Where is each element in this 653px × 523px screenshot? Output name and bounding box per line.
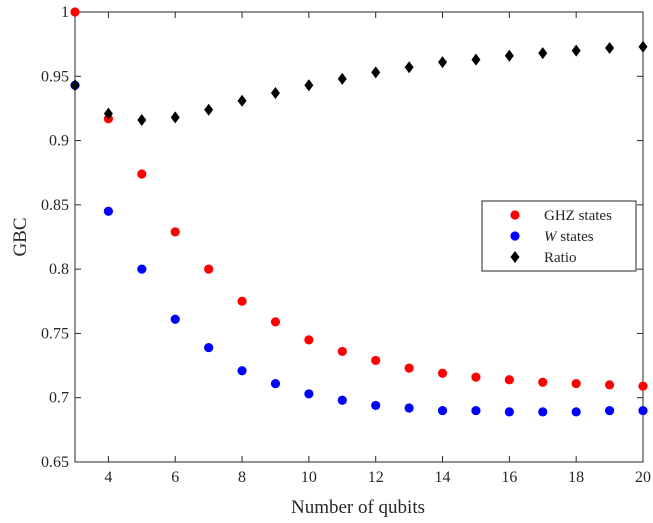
data-point [504, 49, 514, 62]
data-point [638, 381, 648, 391]
data-point [571, 44, 581, 57]
data-point [471, 53, 481, 66]
y-tick-labels: 0.65 0.7 0.75 0.8 0.85 0.9 0.95 1 [41, 4, 69, 471]
data-point [404, 403, 414, 413]
x-tick-label: 16 [501, 469, 517, 486]
legend-label-text: states [557, 229, 594, 245]
data-point [538, 47, 548, 60]
data-point [237, 366, 247, 376]
legend-label: GHZ states [544, 208, 612, 224]
data-point [204, 264, 214, 274]
data-point [404, 363, 414, 373]
plot-area-border [74, 11, 644, 463]
legend-label-text: Ratio [544, 250, 577, 266]
data-point [471, 405, 481, 416]
legend-box [481, 200, 637, 272]
data-point [571, 378, 581, 389]
y-tick-label: 0.65 [41, 454, 69, 471]
series-1 [70, 80, 648, 417]
series-0 [70, 7, 648, 391]
y-tick-label: 0.75 [41, 325, 69, 342]
x-tick-label: 4 [104, 469, 112, 486]
y-tick-label: 0.7 [49, 390, 69, 407]
data-point [137, 114, 147, 126]
x-tick-label: 6 [171, 469, 179, 486]
data-point [437, 368, 448, 378]
data-point [304, 389, 314, 399]
axis-ticks [75, 11, 644, 463]
x-tick-label: 10 [301, 469, 317, 486]
data-point [304, 79, 314, 92]
data-point [170, 227, 180, 237]
data-point [437, 405, 448, 416]
data-point [504, 407, 514, 417]
legend-marker [510, 210, 520, 220]
data-point [538, 377, 548, 387]
legend-label: Ratio [544, 250, 577, 266]
data-point [70, 7, 80, 17]
data-markers [70, 7, 648, 417]
y-tick-label: 0.95 [41, 68, 69, 85]
legend-label-italic: W [544, 229, 558, 245]
data-point [471, 372, 481, 382]
x-tick-label: 12 [368, 469, 384, 486]
x-tick-label: 14 [435, 469, 451, 486]
x-tick-label: 20 [635, 469, 651, 486]
data-point [605, 42, 615, 54]
data-point [103, 206, 114, 216]
legend: GHZ states W states Ratio [481, 200, 637, 272]
y-axis-label: GBC [10, 217, 31, 256]
data-point [337, 395, 347, 405]
data-point [137, 169, 147, 179]
data-point [170, 111, 180, 124]
data-point [337, 72, 347, 85]
data-point [404, 61, 414, 74]
data-point [604, 380, 615, 390]
plot-frame [74, 11, 644, 463]
data-point [337, 346, 347, 357]
data-point [137, 264, 147, 274]
data-point [70, 79, 80, 92]
y-tick-label: 0.8 [49, 261, 69, 278]
data-point [103, 107, 113, 120]
data-point [638, 405, 648, 416]
y-tick-label: 0.9 [49, 133, 69, 150]
data-point [270, 378, 281, 389]
data-point [237, 296, 247, 306]
data-point [304, 335, 314, 345]
data-point [237, 94, 247, 107]
data-point [371, 355, 381, 366]
x-tick-label: 18 [568, 469, 584, 486]
y-tick-label: 0.85 [41, 197, 69, 214]
data-point [604, 405, 615, 416]
data-point [270, 317, 281, 327]
x-tick-labels: 4 6 8 10 12 14 16 18 20 [104, 469, 651, 486]
data-point [571, 407, 581, 417]
legend-label-text: GHZ states [544, 208, 612, 224]
x-axis-label: Number of qubits [291, 497, 425, 518]
legend-marker [510, 251, 520, 263]
data-point [170, 314, 180, 324]
legend-label: W states [544, 229, 594, 245]
y-tick-label: 1 [61, 4, 69, 21]
data-point [270, 87, 280, 99]
data-point [204, 342, 214, 353]
data-point [438, 56, 448, 69]
data-point [538, 407, 548, 417]
data-point [638, 40, 648, 53]
data-point [504, 375, 514, 385]
series-2 [70, 40, 648, 126]
legend-marker [510, 231, 520, 241]
data-point [204, 103, 214, 116]
x-tick-label: 8 [238, 469, 246, 486]
data-point [371, 400, 381, 411]
data-point [371, 66, 381, 79]
